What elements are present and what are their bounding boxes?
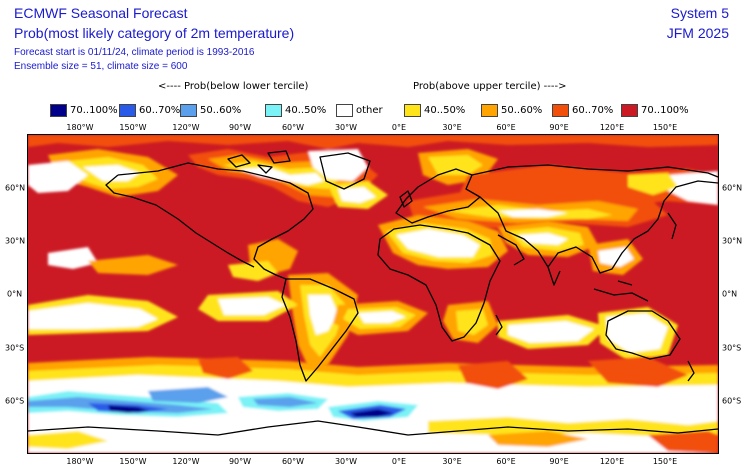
legend-label: 50..60%: [200, 104, 242, 116]
legend-swatch: [621, 103, 638, 117]
lon-label-bottom: 30°E: [442, 457, 462, 466]
lon-label-top: 60°E: [496, 123, 516, 132]
legend-label: 50..60%: [501, 104, 543, 116]
lon-label-bottom: 90°E: [549, 457, 569, 466]
legend-below-heading: <---- Prob(below lower tercile): [158, 81, 309, 92]
title: ECMWF Seasonal Forecast: [14, 5, 188, 21]
lon-label-top: 30°W: [334, 123, 358, 132]
legend-swatch: [552, 103, 569, 117]
legend-item: 60..70%: [119, 102, 180, 118]
legend-swatch: [265, 103, 282, 117]
legend-label: 70..100%: [70, 104, 118, 116]
legend-above-heading: Prob(above upper tercile) ---->: [413, 81, 567, 92]
lon-label-bottom: 60°W: [281, 457, 305, 466]
legend-item: 70..100%: [50, 102, 118, 118]
lon-label-top: 150°E: [652, 123, 678, 132]
lon-label-bottom: 180°W: [66, 457, 94, 466]
lat-label-right: 60°S: [722, 396, 742, 406]
period-label: JFM 2025: [666, 25, 729, 41]
lat-label-left: 30°S: [5, 343, 25, 353]
lat-label-left: 60°S: [5, 396, 25, 406]
lat-label-right: 0°N: [722, 289, 738, 299]
lon-label-top: 60°W: [281, 123, 305, 132]
lon-label-bottom: 30°W: [334, 457, 358, 466]
lon-label-top: 0°E: [391, 123, 407, 132]
lon-label-top: 90°W: [228, 123, 252, 132]
lon-label-bottom: 150°E: [652, 457, 678, 466]
probability-field: [28, 135, 718, 453]
lat-label-left: 0°N: [7, 289, 23, 299]
legend-item: 50..60%: [180, 102, 241, 118]
lon-label-top: 120°W: [172, 123, 200, 132]
legend-item: 70..100%: [621, 102, 689, 118]
lon-label-top: 30°E: [442, 123, 462, 132]
legend-swatch: [50, 103, 67, 117]
legend-item: 40..50%: [404, 102, 465, 118]
subtitle: Prob(most likely category of 2m temperat…: [14, 25, 295, 41]
lon-label-bottom: 0°E: [391, 457, 407, 466]
legend-item: 50..60%: [481, 102, 542, 118]
legend-label: 40..50%: [285, 104, 327, 116]
lon-label-top: 90°E: [549, 123, 569, 132]
coastlines: [28, 150, 718, 436]
legend: 70..100% 60..70% 50..60% 40..50% other 4…: [0, 102, 746, 118]
lat-label-right: 30°S: [722, 343, 742, 353]
legend-label: other: [356, 104, 383, 116]
lat-label-left: 60°N: [5, 183, 26, 193]
lon-label-bottom: 90°W: [228, 457, 252, 466]
legend-item: 60..70%: [552, 102, 613, 118]
legend-item: 40..50%: [265, 102, 326, 118]
legend-swatch: [404, 103, 421, 117]
legend-swatch: [119, 103, 136, 117]
lon-label-top: 180°W: [66, 123, 94, 132]
lon-label-bottom: 60°E: [496, 457, 516, 466]
lon-label-bottom: 120°W: [172, 457, 200, 466]
legend-label: 40..50%: [424, 104, 466, 116]
lat-label-right: 30°N: [722, 236, 743, 246]
legend-swatch: [180, 103, 197, 117]
legend-swatch: [336, 103, 353, 117]
lat-label-left: 30°N: [5, 236, 26, 246]
lon-label-top: 120°E: [599, 123, 625, 132]
legend-label: 70..100%: [641, 104, 689, 116]
lon-label-top: 150°W: [119, 123, 147, 132]
lon-label-bottom: 120°E: [599, 457, 625, 466]
ensemble-info: Ensemble size = 51, climate size = 600: [14, 61, 188, 72]
lon-label-bottom: 150°W: [119, 457, 147, 466]
forecast-info: Forecast start is 01/11/24, climate peri…: [14, 47, 255, 58]
legend-label: 60..70%: [572, 104, 614, 116]
legend-swatch: [481, 103, 498, 117]
lat-label-right: 60°N: [722, 183, 743, 193]
forecast-map: [27, 134, 719, 454]
legend-label: 60..70%: [139, 104, 181, 116]
system-label: System 5: [670, 5, 729, 21]
legend-item: other: [336, 102, 383, 118]
